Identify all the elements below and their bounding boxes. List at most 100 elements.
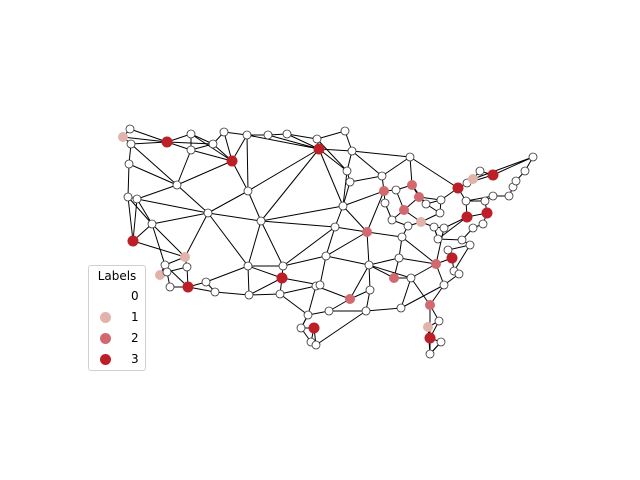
graph-edge [307,285,317,316]
graph-node-label-0 [391,185,401,195]
graph-edge [151,212,209,225]
graph-edge [492,156,534,176]
graph-edge [398,257,437,265]
graph-node-label-0 [403,221,413,231]
graph-node-label-0 [478,219,488,229]
graph-node-label-3 [226,155,238,167]
graph-node-label-0 [397,232,407,242]
graph-edge [247,265,283,279]
graph-edge [349,264,370,300]
graph-node-label-0 [162,267,172,277]
graph-node-label-1 [468,174,478,184]
graph-node-label-0 [303,310,313,320]
graph-node-label-3 [452,182,464,194]
graph-edge [465,195,494,202]
graph-edge [260,220,336,228]
legend-entry-0: 0 [89,287,145,307]
graph-node-label-0 [457,235,467,245]
graph-edge [127,196,153,225]
graph-node-label-0 [338,201,348,211]
graph-edge [267,134,320,150]
graph-edge [319,255,327,286]
graph-node-label-0 [361,306,371,316]
graph-nodes [118,124,538,359]
legend-label-2: 2 [131,331,139,345]
graph-node-label-1 [180,252,190,262]
graph-node-label-0 [433,234,443,244]
graph-edge [207,212,249,267]
graph-node-label-0 [387,215,397,225]
graph-node-label-0 [439,223,449,233]
graph-node-label-0 [377,171,387,181]
graph-edge [127,196,134,242]
graph-edge [437,216,468,240]
graph-edge [318,148,353,152]
graph-node-label-2 [407,180,417,190]
graph-node-label-3 [161,136,173,148]
legend-entry-1: 1 [89,308,145,328]
graph-node-label-0 [340,126,350,136]
graph-edge [247,190,262,222]
graph-edge [247,220,262,267]
graph-node-label-3 [313,143,325,155]
graph-node-label-0 [443,245,453,255]
graph-node-label-0 [347,146,357,156]
graph-node-label-1 [155,270,165,280]
graph-node-label-0 [244,290,254,300]
graph-edge [409,156,459,189]
graph-edge [247,265,250,296]
graph-edge [190,149,233,162]
graph-node-label-0 [125,124,135,134]
graph-node-label-0 [465,240,475,250]
graph-edge [453,244,471,272]
graph-edge [366,231,370,266]
graph-node-label-0 [203,208,213,218]
graph-edge [122,136,168,143]
graph-node-label-0 [520,166,530,176]
graph-node-label-0 [439,280,449,290]
graph-edge [129,128,168,143]
graph-edge [316,130,346,140]
graph-node-label-0 [147,219,157,229]
graph-edge [205,265,249,283]
graph-node-label-0 [504,191,514,201]
graph-edge [128,163,178,186]
graph-edge [286,133,320,150]
graph-edge [342,190,385,207]
graph-node-label-0 [342,166,352,176]
graph-node-label-3 [487,169,499,181]
graph-edge [127,163,130,198]
graph-node-label-0 [186,145,196,155]
legend-marker-0 [100,291,111,302]
graph-edge [151,223,166,266]
graph-node-label-2 [379,186,389,196]
graph-node-label-2 [399,205,409,215]
graph-edge [176,149,192,186]
graph-edge [248,293,281,296]
graph-edge [368,264,412,279]
graph-node-label-1 [423,322,433,332]
graph-node-label-0 [172,180,182,190]
graph-edge [132,240,186,258]
graph-edge [351,150,411,158]
graph-node-label-0 [201,277,211,287]
graph-edge [246,134,249,192]
graph-edge [351,150,383,177]
graph-edge [231,160,249,192]
graph-edge [282,226,336,267]
graph-edge [410,277,431,306]
graph-node-label-0 [243,261,253,271]
graph-edge [214,291,250,296]
graph-node-label-3 [182,281,194,293]
graph-node-label-0 [511,176,521,186]
graph-node-label-0 [461,196,471,206]
graph-edge [325,226,336,257]
graph-node-label-0 [315,280,325,290]
graph-edge [260,205,344,222]
graph-node-label-1 [416,217,426,227]
graph-node-label-0 [365,285,375,295]
graph-edge [279,285,317,295]
graph-edge [184,212,209,258]
graph-edge [151,223,186,258]
